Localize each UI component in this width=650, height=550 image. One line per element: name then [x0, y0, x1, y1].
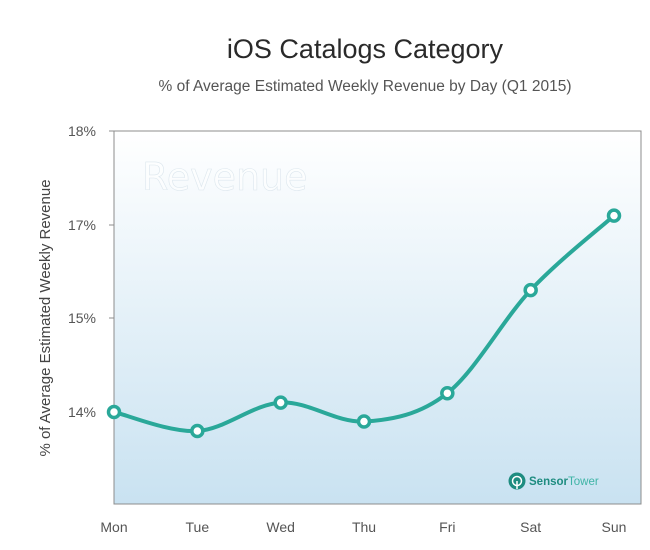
y-tick-label: 14%: [68, 404, 96, 420]
chart-subtitle: % of Average Estimated Weekly Revenue by…: [158, 78, 572, 95]
chart-title: iOS Catalogs Category: [226, 34, 504, 64]
x-tick-label: Sun: [602, 519, 627, 535]
y-tick-label: 15%: [68, 310, 96, 326]
y-axis-label: % of Average Estimated Weekly Revenue: [37, 179, 54, 456]
data-point: [606, 208, 622, 223]
x-tick-label: Thu: [352, 519, 376, 535]
watermark-text: Revenue: [142, 155, 308, 199]
sensortower-logo: SensorTower: [508, 472, 599, 490]
data-point: [356, 414, 372, 429]
data-point: [273, 395, 288, 410]
data-point: [440, 385, 455, 401]
x-tick-label: Sat: [520, 519, 541, 535]
data-point: [106, 404, 122, 420]
x-tick-label: Tue: [186, 519, 210, 535]
sensortower-logo-text: SensorTower: [529, 476, 599, 488]
x-tick-label: Mon: [100, 519, 127, 535]
data-point: [190, 423, 205, 439]
plot-background: [113, 130, 642, 505]
y-tick-label: 17%: [68, 217, 96, 233]
x-tick-label: Fri: [439, 519, 455, 535]
y-tick-label: 18%: [68, 123, 96, 139]
x-tick-label: Wed: [266, 519, 295, 535]
data-point: [523, 282, 538, 298]
